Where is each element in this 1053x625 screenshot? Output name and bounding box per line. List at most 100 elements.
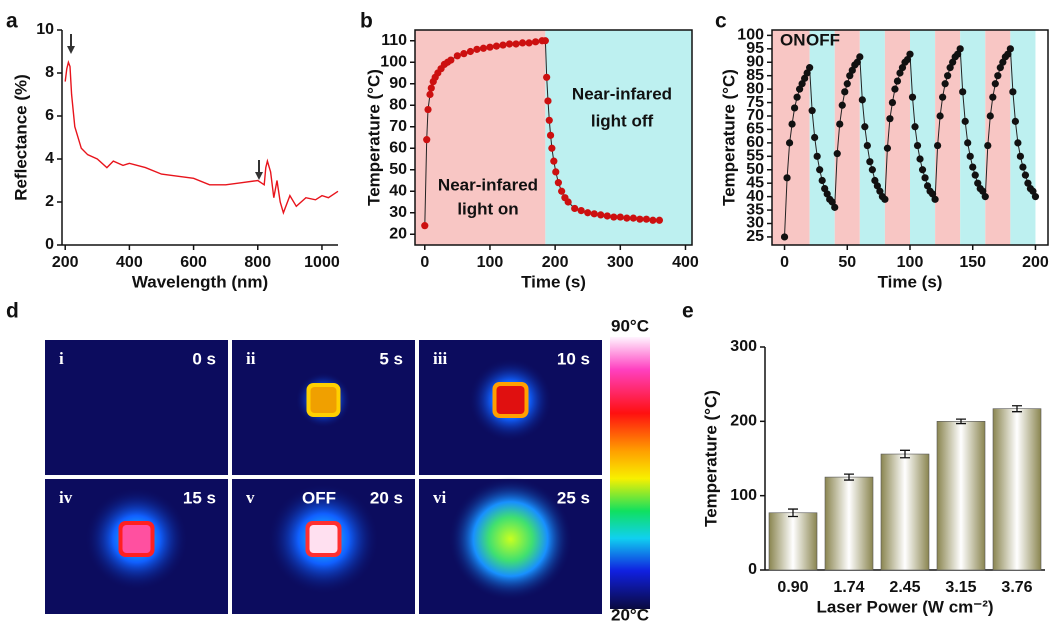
y-tick-label: 110 xyxy=(381,32,407,49)
data-point xyxy=(889,99,896,106)
data-point xyxy=(525,39,532,46)
data-point xyxy=(547,132,554,139)
tile-label: iii xyxy=(433,349,447,368)
data-point xyxy=(558,188,565,195)
data-point xyxy=(994,72,1001,79)
annotation: light on xyxy=(457,199,518,218)
data-point xyxy=(869,166,876,173)
x-tick-label: 50 xyxy=(838,254,856,271)
data-point xyxy=(957,45,964,52)
data-point xyxy=(959,88,966,95)
data-point xyxy=(937,112,944,119)
y-axis-title: Temperature (°C) xyxy=(719,69,738,206)
tile-label: i xyxy=(59,349,64,368)
data-point xyxy=(1017,153,1024,160)
x-tick-label: 100 xyxy=(477,254,504,271)
data-point xyxy=(643,216,650,223)
data-point xyxy=(866,158,873,165)
y-tick-label: 0 xyxy=(748,561,757,578)
x-axis-title: Time (s) xyxy=(878,272,943,291)
data-point xyxy=(791,104,798,111)
colorbar-min: 20°C xyxy=(611,605,649,624)
shaded-region xyxy=(985,30,1010,245)
data-point xyxy=(891,86,898,93)
data-point xyxy=(964,139,971,146)
data-point xyxy=(886,115,893,122)
data-point xyxy=(636,216,643,223)
data-point xyxy=(806,64,813,71)
panel-letter: b xyxy=(360,10,373,33)
tile-time: 20 s xyxy=(370,488,403,507)
data-point xyxy=(809,107,816,114)
annotation: ON xyxy=(780,30,806,49)
tile-time: 10 s xyxy=(557,349,590,368)
data-point xyxy=(984,142,991,149)
y-tick-label: 40 xyxy=(389,182,407,199)
y-axis-title: Temperature (°C) xyxy=(364,69,383,206)
shaded-region xyxy=(935,30,960,245)
x-tick-label: 200 xyxy=(542,254,569,271)
data-point xyxy=(967,153,974,160)
data-point xyxy=(542,37,549,44)
data-point xyxy=(781,233,788,240)
data-point xyxy=(546,117,553,124)
data-point xyxy=(1014,139,1021,146)
tile-note: OFF xyxy=(302,488,336,507)
data-point xyxy=(786,139,793,146)
y-axis-title: Reflectance (%) xyxy=(11,74,30,201)
y-tick-label: 70 xyxy=(389,118,407,135)
data-point xyxy=(571,205,578,212)
data-point xyxy=(906,51,913,58)
data-point xyxy=(1019,163,1026,170)
y-tick-label: 60 xyxy=(389,139,407,156)
y-tick-label: 30 xyxy=(389,204,407,221)
tile-label: iv xyxy=(59,488,73,507)
x-tick-label: 0 xyxy=(780,254,789,271)
x-tick-label: 150 xyxy=(959,254,986,271)
tile-time: 0 s xyxy=(192,349,216,368)
data-point xyxy=(811,134,818,141)
y-tick-label: 300 xyxy=(730,338,757,355)
y-tick-label: 100 xyxy=(380,53,407,70)
data-point xyxy=(421,222,428,229)
y-tick-label: 20 xyxy=(389,225,407,242)
data-point xyxy=(864,142,871,149)
x-axis-title: Wavelength (nm) xyxy=(132,272,268,291)
data-point xyxy=(788,120,795,127)
shaded-region xyxy=(1010,30,1035,245)
data-point xyxy=(844,80,851,87)
bar xyxy=(769,513,817,570)
data-point xyxy=(473,46,480,53)
bar xyxy=(937,421,985,570)
y-tick-label: 100 xyxy=(730,487,757,504)
bar xyxy=(993,409,1041,570)
annotation: Near-infared xyxy=(572,84,672,103)
data-point xyxy=(793,94,800,101)
data-point xyxy=(486,44,493,51)
y-tick-label: 4 xyxy=(45,150,54,167)
arrow-head xyxy=(67,46,75,54)
data-point xyxy=(962,118,969,125)
data-point xyxy=(814,153,821,160)
data-point xyxy=(911,123,918,130)
data-point xyxy=(884,145,891,152)
x-tick-label: 100 xyxy=(897,254,924,271)
data-point xyxy=(499,41,506,48)
x-tick-label: 0 xyxy=(420,254,429,271)
data-point xyxy=(819,177,826,184)
data-line xyxy=(65,62,338,213)
data-point xyxy=(1022,172,1029,179)
data-point xyxy=(1012,118,1019,125)
colorbar-max: 90°C xyxy=(611,316,649,335)
y-tick-label: 50 xyxy=(389,161,407,178)
heat-spot xyxy=(497,386,525,414)
annotation: Near-infared xyxy=(438,175,538,194)
data-point xyxy=(512,40,519,47)
arrow-head xyxy=(255,172,263,180)
data-point xyxy=(783,174,790,181)
data-point xyxy=(447,57,454,64)
data-point xyxy=(816,166,823,173)
data-point xyxy=(1007,45,1014,52)
data-point xyxy=(1009,88,1016,95)
data-point xyxy=(989,94,996,101)
